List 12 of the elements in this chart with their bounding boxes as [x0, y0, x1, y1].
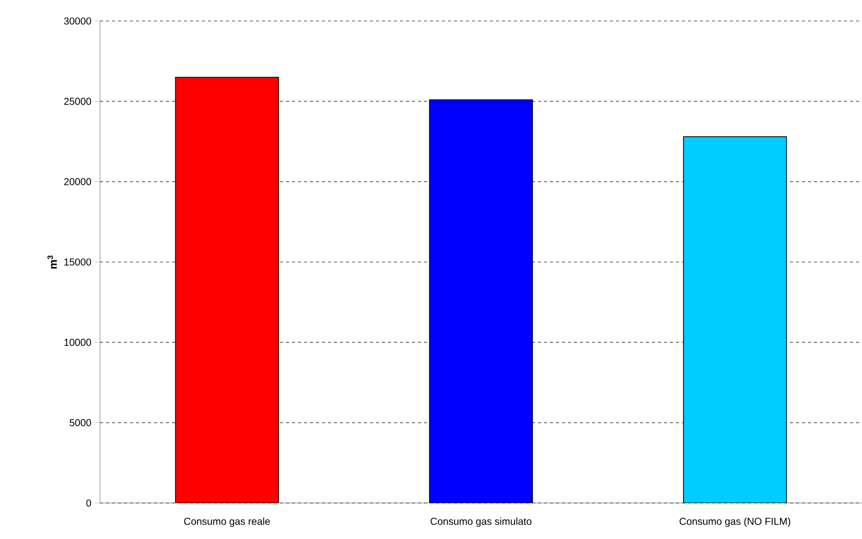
x-tick-label: Consumo gas (NO FILM): [680, 518, 790, 527]
y-tick-label: 15000: [64, 258, 92, 266]
y-tick-label: 0: [86, 499, 92, 507]
x-tick-label: Consumo gas reale: [184, 518, 270, 527]
y-tick-label: 30000: [64, 17, 92, 25]
y-tick-label: 10000: [64, 338, 92, 346]
y-tick-label: 20000: [64, 178, 92, 186]
y-tick-label: 25000: [64, 98, 92, 105]
bar: [175, 76, 279, 503]
y-axis-title: m$^{3}$: [47, 256, 57, 269]
y-tick-label: 5000: [70, 419, 92, 426]
x-tick-label: Consumo gas simulato: [430, 518, 532, 527]
